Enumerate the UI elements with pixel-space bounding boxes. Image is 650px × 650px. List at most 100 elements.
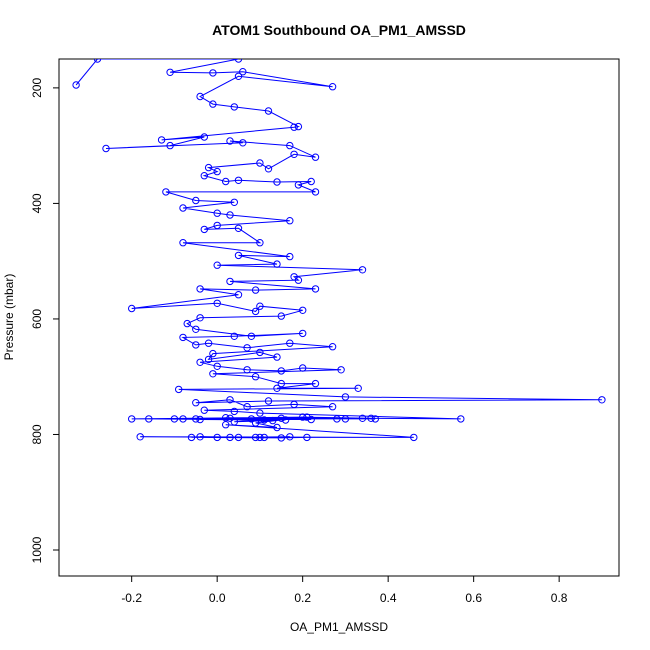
x-tick-label: 0.2 <box>294 591 311 605</box>
data-point <box>234 59 243 63</box>
data-point <box>102 144 110 153</box>
data-point <box>341 415 350 423</box>
data-point <box>145 415 153 423</box>
data-point <box>286 252 294 261</box>
data-point <box>170 415 179 423</box>
data-point <box>273 384 281 392</box>
data-point <box>247 332 256 340</box>
x-axis: -0.2 0.0 0.2 0.4 0.6 0.8 <box>121 576 568 605</box>
data-point <box>222 414 230 422</box>
data-point <box>328 343 337 351</box>
data-point <box>213 209 221 217</box>
data-point <box>277 434 285 442</box>
data-point <box>251 307 260 316</box>
data-point <box>303 433 311 442</box>
data-point <box>226 277 234 286</box>
data-point <box>179 333 187 342</box>
data-point <box>341 393 350 401</box>
data-point <box>166 68 174 77</box>
data-point <box>196 415 204 424</box>
data-point <box>239 68 247 76</box>
chart-title: ATOM1 Southbound OA_PM1_AMSSD <box>212 22 466 38</box>
data-point <box>299 413 307 421</box>
data-point <box>196 433 204 441</box>
data-point <box>226 137 234 145</box>
y-tick-label: 800 <box>30 424 44 444</box>
data-point <box>93 59 102 63</box>
data-point <box>247 415 256 423</box>
data-point <box>358 266 367 274</box>
data-point <box>226 211 234 219</box>
data-point <box>243 344 251 352</box>
data-point <box>367 414 375 422</box>
data-point <box>286 141 294 150</box>
data-point <box>196 92 204 101</box>
data-point <box>294 122 303 131</box>
data-point <box>230 198 239 207</box>
data-point <box>299 329 307 338</box>
data-point <box>371 415 379 423</box>
data-point <box>213 362 221 370</box>
data-point <box>213 261 221 269</box>
data-point <box>256 348 264 357</box>
data-point <box>234 72 243 81</box>
data-point <box>264 107 273 115</box>
data-point <box>192 399 200 407</box>
data-point <box>183 319 191 328</box>
data-point <box>273 260 281 268</box>
data-point <box>204 355 213 364</box>
data-point <box>311 188 320 196</box>
data-point <box>269 416 277 425</box>
data-point <box>299 364 307 372</box>
data-point <box>234 251 243 260</box>
x-tick-label: 0.0 <box>209 591 226 605</box>
data-point <box>179 239 187 247</box>
data-point <box>286 339 294 347</box>
data-point <box>243 366 251 374</box>
data-point <box>136 433 144 441</box>
data-point <box>230 407 239 416</box>
y-axis-label: Pressure (mbar) <box>2 274 16 361</box>
data-point <box>273 178 281 186</box>
x-tick-label: 0.8 <box>551 591 568 605</box>
data-point <box>72 81 80 89</box>
data-point <box>157 136 166 144</box>
data-point <box>213 221 221 230</box>
data-point <box>328 403 337 411</box>
plot-frame <box>58 58 620 577</box>
data-point <box>598 396 606 404</box>
data-point <box>260 433 268 442</box>
data-point <box>187 433 196 442</box>
data-point <box>273 423 281 432</box>
data-point <box>256 159 264 167</box>
data-point <box>307 415 315 424</box>
data-point <box>299 306 307 314</box>
data-point <box>307 177 315 186</box>
data-point <box>354 384 362 392</box>
data-point <box>226 396 234 404</box>
data-point <box>192 341 200 349</box>
data-point <box>333 415 341 423</box>
data-point <box>128 415 136 423</box>
data-point <box>200 172 209 180</box>
data-point <box>209 370 217 378</box>
data-point <box>281 416 290 424</box>
data-point <box>192 196 200 205</box>
data-point <box>457 415 465 423</box>
data-point <box>234 176 243 185</box>
data-point <box>311 379 320 388</box>
data-point <box>277 379 285 388</box>
data-point <box>204 339 213 347</box>
data-point <box>192 325 200 333</box>
data-point <box>200 133 209 141</box>
data-point <box>226 433 234 442</box>
y-tick-label: 200 <box>30 78 44 98</box>
data-point <box>311 285 320 293</box>
data-point <box>277 367 285 375</box>
data-point <box>286 433 294 441</box>
data-point <box>260 416 268 424</box>
data-point <box>337 366 345 374</box>
data-point <box>256 239 264 247</box>
data-point <box>264 165 273 173</box>
